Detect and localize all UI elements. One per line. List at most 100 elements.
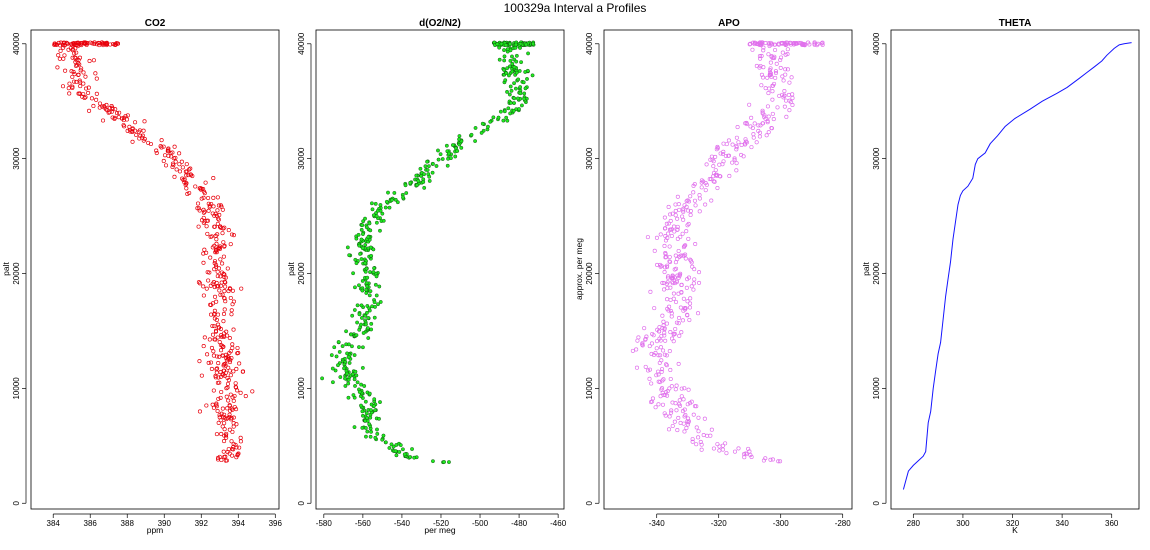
o2n2-point	[364, 287, 369, 292]
co2-point	[77, 62, 82, 67]
o2n2-point	[518, 85, 523, 89]
co2-point	[159, 138, 164, 143]
o2n2-point	[449, 156, 453, 161]
co2-point	[55, 65, 60, 70]
co2-point	[225, 450, 230, 455]
apo-point	[692, 404, 698, 409]
o2n2-point	[374, 220, 379, 225]
o2n2-point	[350, 344, 354, 349]
apo-point	[757, 54, 762, 59]
co2-point	[222, 427, 227, 432]
o2n2-point	[398, 443, 403, 448]
co2-point	[188, 172, 193, 177]
apo-point	[682, 203, 687, 208]
co2-point	[217, 212, 222, 218]
apo-point	[714, 147, 719, 152]
co2-point	[184, 186, 189, 191]
o2n2-point	[488, 119, 493, 124]
apo-point	[784, 42, 789, 47]
x-tick-label: 388	[121, 519, 135, 528]
co2-point	[72, 72, 77, 77]
co2-point	[234, 445, 239, 450]
co2-point	[217, 224, 223, 230]
apo-point	[749, 115, 754, 120]
co2-point	[220, 424, 225, 429]
x-tick-label: 340	[1055, 519, 1069, 528]
o2n2-point	[503, 43, 508, 47]
o2n2-point	[369, 429, 373, 434]
apo-point	[668, 330, 673, 335]
apo-point	[675, 216, 680, 221]
o2n2-point	[459, 145, 464, 150]
apo-point	[640, 342, 645, 347]
o2n2-point	[363, 418, 368, 423]
apo-point	[689, 284, 694, 289]
y-tick-label: 40000	[585, 32, 594, 55]
co2-point	[213, 373, 218, 378]
apo-point	[751, 135, 756, 140]
o2n2-point	[510, 54, 514, 59]
apo-point	[652, 248, 657, 253]
apo-point	[764, 133, 769, 138]
apo-point	[688, 257, 693, 262]
apo-point	[687, 305, 693, 310]
o2n2-point	[408, 180, 413, 185]
apo-point	[757, 41, 762, 46]
apo-point	[696, 429, 701, 434]
apo-point	[699, 442, 704, 447]
o2n2-point	[354, 373, 359, 378]
apo-point	[669, 314, 674, 319]
apo-point	[676, 321, 681, 326]
apo-point	[781, 78, 786, 83]
co2-point	[231, 398, 236, 403]
co2-point	[79, 66, 84, 71]
co2-point	[199, 196, 204, 201]
co2-point	[237, 361, 242, 366]
co2-point	[211, 195, 216, 200]
apo-point	[688, 296, 693, 301]
co2-point	[220, 207, 225, 212]
o2n2-point	[354, 333, 359, 338]
apo-point	[766, 52, 771, 57]
apo-point	[673, 213, 678, 218]
apo-point	[715, 185, 720, 191]
o2n2-point	[410, 447, 414, 451]
o2n2-point	[508, 111, 513, 116]
apo-point	[658, 264, 663, 269]
apo-point	[752, 40, 757, 45]
co2-point	[154, 151, 159, 156]
o2n2-point	[351, 393, 356, 397]
o2n2-point	[367, 221, 372, 226]
co2-point	[216, 361, 221, 366]
co2-point	[221, 311, 227, 317]
co2-point	[197, 281, 202, 286]
apo-point	[666, 427, 672, 432]
o2n2-point	[393, 449, 398, 454]
co2-point	[212, 337, 217, 342]
apo-point	[658, 232, 663, 237]
apo-point	[682, 253, 687, 258]
o2n2-point	[336, 340, 341, 344]
co2-point	[91, 103, 96, 109]
apo-point	[693, 242, 698, 247]
o2n2-point	[522, 91, 527, 96]
co2-point	[218, 374, 223, 379]
co2-point	[120, 116, 125, 121]
o2n2-point	[400, 447, 405, 452]
co2-point	[186, 173, 191, 178]
apo-point	[654, 373, 659, 378]
apo-point	[694, 442, 699, 447]
co2-point	[201, 210, 206, 215]
o2n2-point	[501, 118, 506, 123]
x-tick-label: -460	[550, 519, 567, 528]
apo-point	[677, 207, 682, 212]
apo-point	[674, 408, 679, 413]
co2-point	[231, 447, 236, 452]
o2n2-point	[502, 109, 507, 114]
co2-point	[161, 144, 166, 149]
apo-point	[744, 120, 749, 125]
o2n2-point	[340, 344, 345, 349]
o2n2-point	[387, 205, 392, 210]
apo-point	[759, 72, 764, 77]
co2-point	[228, 242, 233, 247]
